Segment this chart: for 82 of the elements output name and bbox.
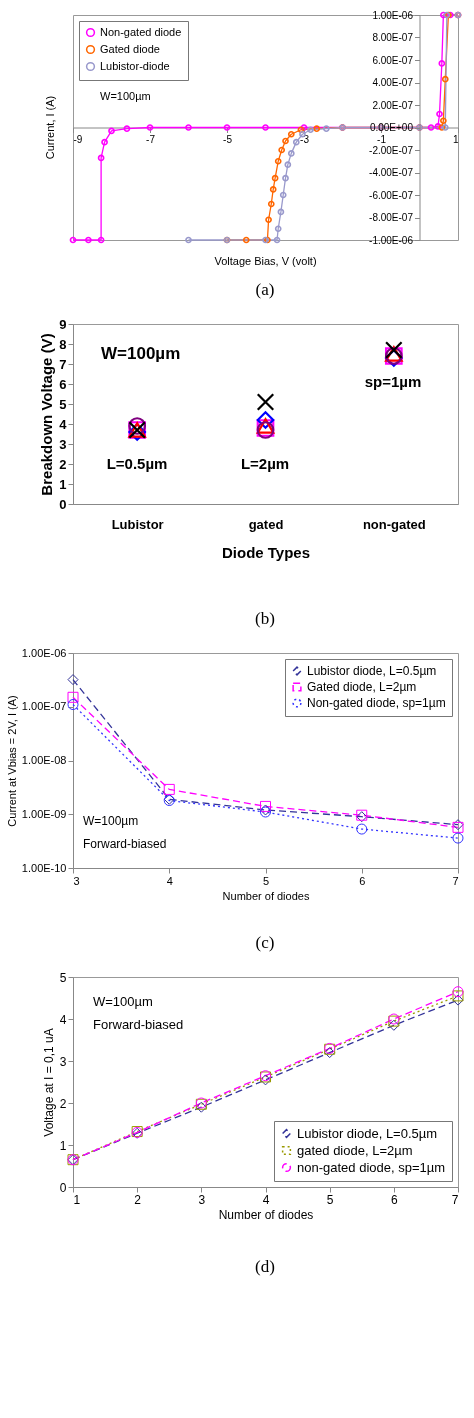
x-tick-label: 1 xyxy=(73,1192,81,1207)
y-tick-label: 8 xyxy=(59,336,67,352)
y-tick-label: 0 xyxy=(59,496,67,512)
x-tick-label: 3 xyxy=(198,1192,206,1207)
legend-label: non-gated diode, sp=1µm xyxy=(297,1159,446,1175)
y-axis-title: Current at Vbias = 2V, I (A) xyxy=(5,695,18,827)
y-tick-label: 5 xyxy=(59,970,67,985)
y-tick-label: 6 xyxy=(59,376,67,392)
x-tick-label: Lubistor xyxy=(111,516,164,532)
x-tick-label: 4 xyxy=(262,1192,270,1207)
x-tick-label: 3 xyxy=(73,874,80,887)
y-tick-label: 1 xyxy=(59,1138,67,1153)
x-tick-label: 2 xyxy=(134,1192,142,1207)
legend-label: Lubistor diode, L=0.5µm xyxy=(297,1125,438,1141)
annotation: W=100µm xyxy=(93,994,153,1009)
text: (c) xyxy=(255,933,275,952)
legend-label: gated diode, L=2µm xyxy=(297,1142,413,1158)
y-tick-label: 8.00E-07 xyxy=(372,32,414,43)
legend-label: Lubistor diode, L=0.5µm xyxy=(307,664,437,678)
y-tick-label: 4 xyxy=(59,416,68,432)
y-tick-label: 1.00E-09 xyxy=(21,807,67,820)
y-tick-label: 1.00E-06 xyxy=(372,9,414,21)
y-tick-label: 9 xyxy=(59,316,67,332)
annotation: W=100µm xyxy=(83,814,139,828)
annotation: W=100µm xyxy=(101,344,181,363)
x-tick-label: 5 xyxy=(262,874,270,887)
legend-label: Non-gated diode, sp=1µm xyxy=(307,696,446,710)
y-tick-label: 2 xyxy=(59,1096,67,1111)
x-axis-title: Number of diodes xyxy=(222,889,310,902)
y-tick-label: 4.00E-07 xyxy=(372,77,414,88)
legend-label: Gated diode xyxy=(100,42,160,55)
y-tick-label: 0.00E+00 xyxy=(369,122,414,133)
text: (a) xyxy=(255,280,275,299)
y-tick-label: 1.00E-08 xyxy=(21,754,67,766)
y-tick-label: 4 xyxy=(59,1012,67,1027)
y-tick-label: 5 xyxy=(59,396,67,412)
x-tick-label: -1 xyxy=(377,134,387,145)
y-tick-label: 2.00E-07 xyxy=(372,99,414,111)
x-tick-label: non-gated xyxy=(362,516,426,532)
x-tick-label: 7 xyxy=(452,874,459,887)
y-tick-label: 1.00E-06 xyxy=(21,646,67,659)
y-tick-label: 0 xyxy=(59,1180,67,1195)
text: (d) xyxy=(255,1257,275,1276)
x-tick-label: -9 xyxy=(73,134,83,145)
annotation: W=100µm xyxy=(100,90,151,102)
y-tick-label: -2.00E-07 xyxy=(369,144,414,156)
y-axis-title: Current, I (A) xyxy=(44,95,56,160)
annotation: L=0.5µm xyxy=(106,455,168,472)
y-tick-label: 3 xyxy=(59,1054,67,1069)
annotation: Forward-biased xyxy=(83,837,167,851)
y-tick-label: 1 xyxy=(59,476,67,492)
y-tick-label: -8.00E-07 xyxy=(369,212,414,223)
y-tick-label: 1.00E-07 xyxy=(21,700,67,713)
x-tick-label: gated xyxy=(248,516,284,532)
y-tick-label: 3 xyxy=(59,436,67,452)
x-tick-label: 6 xyxy=(359,874,366,887)
y-tick-label: -6.00E-07 xyxy=(369,189,414,201)
x-tick-label: -3 xyxy=(300,134,310,145)
y-axis-title: Voltage at I = 0,1 uA xyxy=(41,1028,56,1137)
x-axis-title: Number of diodes xyxy=(218,1207,314,1222)
legend-label: Non-gated diode xyxy=(100,25,182,38)
y-tick-label: -1.00E-06 xyxy=(369,234,414,246)
y-tick-label: 1.00E-10 xyxy=(21,861,67,874)
y-tick-label: -4.00E-07 xyxy=(369,167,414,178)
x-tick-label: 1 xyxy=(452,134,459,145)
y-tick-label: 7 xyxy=(59,356,67,372)
x-axis-title: Diode Types xyxy=(221,543,311,561)
y-axis-title: Breakdown Voltage (V) xyxy=(38,333,56,496)
x-tick-label: 7 xyxy=(451,1192,459,1207)
annotation: Forward-biased xyxy=(93,1017,184,1032)
y-tick-label: 2 xyxy=(59,456,67,472)
x-axis-title: Voltage Bias, V (volt) xyxy=(214,255,317,267)
text: (b) xyxy=(255,609,275,628)
legend-label: Gated diode, L=2µm xyxy=(307,680,417,694)
x-tick-label: 4 xyxy=(166,874,173,887)
x-tick-label: 5 xyxy=(326,1192,334,1207)
annotation: L=2µm xyxy=(240,455,290,472)
legend-label: Lubistor-diode xyxy=(100,59,170,72)
y-tick-label: 6.00E-07 xyxy=(372,54,414,66)
x-tick-label: -5 xyxy=(223,134,233,145)
x-tick-label: -7 xyxy=(146,134,156,145)
annotation: sp=1µm xyxy=(364,373,422,390)
